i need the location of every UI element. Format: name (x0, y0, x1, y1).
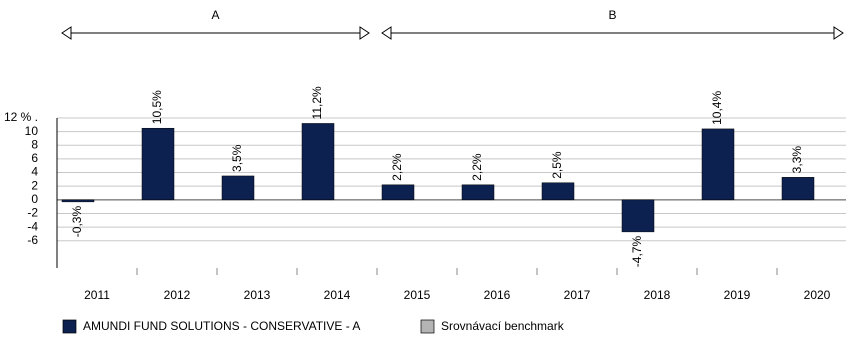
bar (621, 199, 655, 233)
value-label: -0,3% (70, 206, 84, 238)
y-tick-label: 8 (31, 137, 38, 151)
y-tick-label: 4 (31, 165, 38, 179)
legend-swatch (420, 319, 435, 334)
period-label: A (211, 8, 219, 22)
bar (61, 199, 95, 203)
x-tick-label: 2018 (644, 288, 671, 302)
value-label: 3,5% (230, 144, 244, 172)
value-label: 2,2% (470, 153, 484, 181)
value-label: 10,5% (150, 90, 164, 124)
bar (701, 128, 735, 201)
x-tick-label: 2015 (404, 288, 431, 302)
x-tick-label: 2012 (164, 288, 191, 302)
bar (781, 177, 815, 201)
value-label: 2,2% (390, 153, 404, 181)
value-label: 11,2% (310, 86, 324, 119)
y-tick-label: 6 (31, 151, 38, 165)
legend-label: AMUNDI FUND SOLUTIONS - CONSERVATIVE - A (83, 319, 360, 333)
period-arrow (359, 26, 370, 40)
value-label: 2,5% (550, 151, 564, 179)
y-tick-label: -2 (27, 206, 38, 220)
y-tick-label: 0 (31, 192, 38, 206)
bar (461, 184, 495, 201)
period-arrow (381, 26, 392, 40)
legend-label: Srovnávací benchmark (441, 319, 565, 333)
y-tick-label: 12 % . (4, 110, 38, 124)
legend-swatch (62, 319, 77, 334)
x-tick-label: 2014 (324, 288, 351, 302)
y-tick-label: 10 (25, 124, 39, 138)
x-tick-label: 2020 (804, 288, 831, 302)
y-tick-label: 2 (31, 178, 38, 192)
bar (221, 175, 255, 201)
bar (141, 127, 175, 201)
value-label: -4,7% (630, 236, 644, 268)
x-tick-label: 2013 (244, 288, 271, 302)
x-tick-label: 2016 (484, 288, 511, 302)
period-arrow (833, 26, 844, 40)
bar (301, 123, 335, 201)
x-tick-label: 2019 (724, 288, 751, 302)
period-arrow (61, 26, 72, 40)
y-tick-label: -6 (27, 233, 38, 247)
value-label: 10,4% (710, 91, 724, 125)
bar (381, 184, 415, 201)
bar (541, 182, 575, 201)
period-label: B (608, 8, 616, 22)
x-tick-label: 2017 (564, 288, 591, 302)
x-tick-label: 2011 (84, 288, 110, 302)
y-tick-label: -4 (27, 219, 38, 233)
value-label: 3,3% (790, 146, 804, 174)
